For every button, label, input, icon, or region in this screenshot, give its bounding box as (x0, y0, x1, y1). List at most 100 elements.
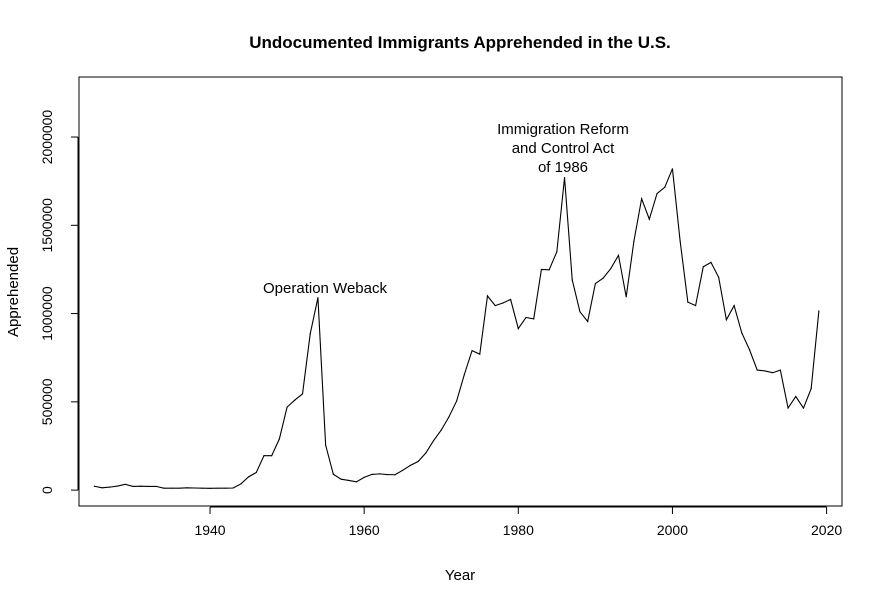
data-point (772, 372, 774, 374)
data-point (540, 268, 543, 271)
data-point (718, 276, 720, 278)
data-point (802, 407, 805, 409)
annotation-line: and Control Act (512, 140, 615, 157)
data-point (348, 479, 350, 481)
data-point (818, 310, 820, 312)
data-point (240, 483, 242, 485)
data-point (471, 350, 473, 352)
y-tick-label: 0 (39, 486, 55, 494)
data-point (340, 478, 342, 480)
data-point (325, 444, 327, 446)
data-point (93, 485, 96, 487)
annotation-line: Operation Weback (263, 280, 387, 297)
data-point (263, 455, 265, 457)
data-point (779, 369, 781, 371)
x-tick-label: 1960 (349, 522, 380, 538)
data-point (378, 473, 381, 475)
data-point (617, 254, 620, 256)
data-point (579, 311, 581, 313)
data-point (363, 476, 365, 478)
plot-frame (78, 76, 843, 507)
data-point (733, 305, 735, 307)
data-point (525, 316, 527, 319)
data-point (402, 469, 404, 471)
data-point (155, 485, 157, 487)
data-point (194, 487, 196, 489)
data-point (517, 327, 519, 330)
data-point (702, 266, 704, 268)
data-point (309, 333, 311, 335)
data-point (286, 406, 288, 408)
data-point (163, 487, 165, 489)
data-point (463, 373, 465, 376)
data-point (656, 192, 658, 195)
data-point (278, 438, 280, 440)
data-point (332, 473, 334, 475)
data-point (563, 177, 566, 179)
y-tick-label: 500000 (39, 378, 55, 425)
chart-title: Undocumented Immigrants Apprehended in t… (249, 33, 671, 52)
y-tick-label: 1000000 (39, 286, 55, 341)
data-point (394, 474, 396, 476)
data-point (602, 277, 604, 279)
data-point (479, 353, 481, 355)
data-point (556, 251, 558, 253)
data-point (594, 282, 596, 285)
data-point (456, 400, 458, 402)
data-point (201, 487, 203, 489)
y-axis-label: Apprehended (5, 247, 22, 337)
data-point (371, 473, 373, 475)
y-axis: 0 500000 1000000 1500000 2000000 (39, 110, 79, 494)
data-point (386, 473, 388, 476)
data-point (510, 298, 512, 301)
x-tick-label: 1980 (503, 522, 534, 538)
data-point (764, 370, 766, 372)
data-point (186, 487, 188, 489)
data-point (664, 186, 666, 188)
data-point (756, 369, 758, 371)
data-point (417, 460, 419, 463)
data-point (355, 481, 358, 483)
data-point (224, 487, 227, 489)
annotation-line: of 1986 (538, 159, 588, 176)
data-point (679, 240, 681, 242)
data-point (132, 485, 134, 487)
x-tick-label: 1940 (194, 522, 225, 538)
data-point (147, 485, 149, 487)
data-point (101, 487, 103, 489)
annotation-line: Immigration Reform (497, 121, 629, 138)
data-point (301, 393, 304, 395)
data-point (409, 464, 411, 466)
data-point (209, 487, 211, 489)
data-point (610, 267, 612, 270)
data-point (671, 168, 674, 170)
annotation-immigration-reform: Immigration Reform and Control Act of 1986 (497, 121, 629, 176)
annotations: Operation Weback Immigration Reform and C… (263, 121, 629, 297)
data-point (170, 487, 173, 489)
data-point (533, 318, 535, 320)
annotation-operation-weback: Operation Weback (263, 280, 387, 297)
data-point (548, 269, 550, 271)
data-point (641, 198, 643, 200)
x-axis-label: Year (445, 567, 475, 584)
data-point (124, 483, 126, 485)
x-tick-label: 2000 (657, 522, 688, 538)
data-point (140, 485, 142, 487)
data-point (448, 416, 450, 418)
data-point (741, 332, 743, 334)
data-point (810, 388, 812, 390)
data-point (687, 301, 689, 303)
data-point (486, 295, 489, 297)
data-point (748, 349, 751, 351)
x-tick-label: 2020 (811, 522, 842, 538)
data-point (217, 487, 219, 489)
data-point (425, 452, 427, 454)
data-point (247, 476, 250, 478)
data-point (725, 319, 727, 321)
data-point (710, 261, 712, 263)
data-point (255, 471, 257, 474)
data-point (109, 486, 111, 488)
data-point (648, 218, 650, 220)
data-point (633, 240, 635, 242)
